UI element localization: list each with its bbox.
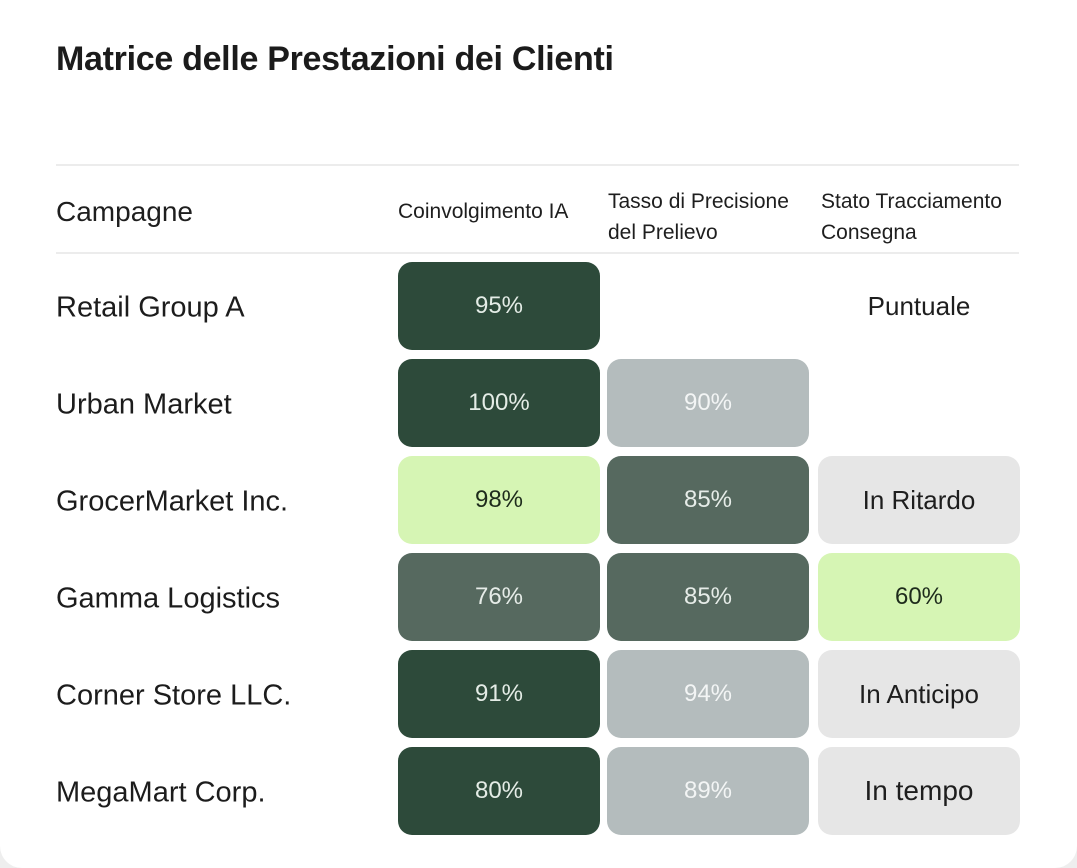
row-label: MegaMart Corp. (56, 776, 266, 809)
cell-precision: 85% (607, 456, 809, 544)
cell-precision: 94% (607, 650, 809, 738)
cell-engagement: 98% (398, 456, 600, 544)
row-label: GrocerMarket Inc. (56, 485, 289, 518)
row-label: Corner Store LLC. (56, 679, 292, 712)
cell-precision: 90% (607, 359, 809, 447)
cell-tracking: 60% (818, 553, 1020, 641)
column-header-tracking: Stato Tracciamento Consegna (821, 186, 1002, 248)
cell-precision: 89% (607, 747, 809, 835)
column-header-tracking-line1: Stato Tracciamento (821, 190, 1002, 213)
column-header-tracking-line2: Consegna (821, 221, 917, 244)
header-top-divider (56, 164, 1019, 166)
column-header-campaigns: Campagne (56, 196, 193, 227)
column-header-precision-line1: Tasso di Precisione (608, 190, 789, 213)
cell-tracking: Puntuale (867, 290, 971, 321)
cell-engagement: 80% (398, 747, 600, 835)
column-header-precision: Tasso di Precisione del Prelievo (608, 186, 789, 248)
cell-tracking: In Ritardo (818, 456, 1020, 544)
chart-title: Matrice delle Prestazioni dei Clienti (56, 40, 614, 78)
cell-engagement: 91% (398, 650, 600, 738)
column-header-engagement: Coinvolgimento IA (398, 200, 569, 223)
row-label: Retail Group A (56, 291, 245, 324)
column-header-precision-line2: del Prelievo (608, 221, 718, 244)
cell-precision: 85% (607, 553, 809, 641)
cell-tracking: In Anticipo (818, 650, 1020, 738)
header-bottom-divider (56, 252, 1019, 254)
row-label: Gamma Logistics (56, 582, 281, 615)
row-label: Urban Market (56, 388, 232, 421)
cell-tracking: In tempo (818, 747, 1020, 835)
cell-engagement: 95% (398, 262, 600, 350)
cell-engagement: 76% (398, 553, 600, 641)
cell-engagement: 100% (398, 359, 600, 447)
